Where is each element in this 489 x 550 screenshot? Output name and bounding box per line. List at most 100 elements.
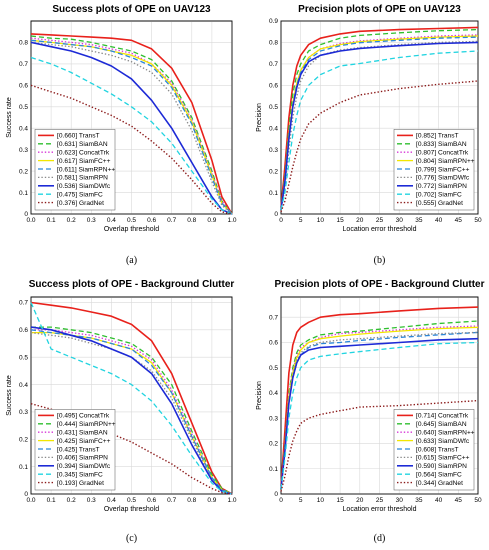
series-line-3 — [30, 37, 233, 215]
y-tick-label: 0.7 — [269, 314, 278, 321]
x-tick-label: 45 — [455, 497, 463, 504]
y-tick-label: 0.3 — [269, 415, 278, 422]
x-tick-label: 40 — [435, 497, 443, 504]
x-tick-label: 35 — [415, 497, 423, 504]
y-tick-label: 0.7 — [269, 61, 278, 68]
series-line-7 — [30, 41, 233, 215]
series-line-1 — [280, 26, 479, 208]
legend: [0.714] ConcatTrk[0.645] SiamBAN [0.640] … — [393, 409, 475, 491]
x-tick-label: 50 — [474, 217, 482, 224]
legend-label-5: [0.608] TransT — [416, 446, 459, 453]
x-tick-label: 0.0 — [26, 217, 35, 224]
y-tick-label: 0.4 — [19, 125, 28, 132]
y-tick-label: 0.5 — [19, 104, 28, 111]
legend-label-9: [0.555] GradNet — [416, 200, 463, 207]
legend-label-1: [0.714] ConcatTrk — [416, 413, 469, 420]
series-line-6 — [280, 40, 479, 210]
legend-label-8: [0.564] SiamFC — [416, 472, 462, 479]
chart-panel-1: 0.0 0.1 0.2 0.3 0.4 0.5 0.6 0.7 0.8 0.9 1.0 0 0.1 0.2… — [6, 4, 237, 266]
series-line-1 — [280, 306, 479, 487]
y-tick-label: 0.1 — [269, 190, 278, 197]
legend-label-3: [0.640] SiamRPN++ — [416, 430, 475, 437]
x-tick-label: 0.5 — [127, 217, 136, 224]
legend-label-9: [0.193] GradNet — [57, 480, 104, 487]
legend: [0.852] TransT[0.833] SiamBAN [0.807] Con… — [393, 129, 475, 211]
chart-title: Precision plots of OPE - Background Clut… — [274, 279, 484, 290]
legend-label-9: [0.376] GradNet — [57, 200, 104, 207]
x-tick-label: 0.4 — [107, 217, 116, 224]
legend-label-2: [0.444] SiamRPN++ — [57, 421, 116, 428]
x-tick-label: 10 — [317, 217, 325, 224]
panel-caption: (a) — [126, 255, 137, 266]
x-tick-label: 30 — [396, 217, 404, 224]
y-tick-label: 0.5 — [269, 365, 278, 372]
x-tick-label: 20 — [356, 217, 364, 224]
x-axis-label: Overlap threshold — [104, 506, 159, 513]
y-tick-label: 0.4 — [19, 382, 28, 389]
legend-label-5: [0.425] TransT — [57, 446, 100, 453]
series-line-2 — [31, 326, 233, 495]
series-line-6 — [30, 41, 233, 215]
y-tick-label: 0.3 — [19, 409, 28, 416]
series-line-7 — [280, 41, 479, 210]
legend-label-3: [0.623] ConcatTrk — [57, 150, 110, 157]
chart-title: Success plots of OPE on UAV123 — [52, 4, 211, 15]
series-line-8 — [30, 302, 233, 495]
x-tick-label: 15 — [336, 497, 344, 504]
series-line-9 — [30, 403, 233, 495]
y-tick-label: 0.5 — [19, 354, 28, 361]
x-tick-label: 0.7 — [167, 497, 176, 504]
x-tick-label: 0.0 — [26, 497, 35, 504]
legend-label-8: [0.702] SiamFC — [416, 192, 462, 199]
x-tick-label: 0.2 — [67, 497, 76, 504]
chart-panel-3: 0.0 0.1 0.2 0.3 0.4 0.5 0.6 0.7 0.8 0.9 1.0 0 0.1 0.2… — [6, 279, 237, 544]
x-tick-label: 0.8 — [187, 497, 196, 504]
y-tick-label: 0.7 — [19, 300, 28, 307]
series-line-1 — [30, 301, 233, 495]
legend: [0.495] ConcatTrk[0.444] SiamRPN++ [0.431… — [34, 409, 116, 491]
x-tick-label: 0.1 — [47, 497, 56, 504]
x-axis-label: Location error threshold — [343, 226, 417, 233]
y-tick-label: 0.2 — [269, 168, 278, 175]
legend-label-7: [0.772] SiamRPN — [416, 183, 467, 190]
y-tick-label: 0.6 — [19, 327, 28, 334]
x-tick-label: 20 — [356, 497, 364, 504]
x-tick-label: 5 — [299, 497, 303, 504]
x-tick-label: 0.2 — [67, 217, 76, 224]
legend-label-3: [0.807] ConcatTrk — [416, 150, 469, 157]
x-tick-label: 0.8 — [187, 217, 196, 224]
legend-label-3: [0.431] SiamBAN — [57, 430, 108, 437]
x-tick-label: 15 — [336, 217, 344, 224]
x-tick-label: 0.4 — [107, 497, 116, 504]
y-tick-label: 0.2 — [269, 441, 278, 448]
series-line-5 — [30, 39, 233, 215]
legend-label-8: [0.475] SiamFC — [57, 192, 103, 199]
series-line-8 — [280, 341, 479, 489]
x-tick-label: 0.5 — [127, 497, 136, 504]
y-axis-label: Success rate — [6, 375, 13, 416]
legend: [0.660] TransT[0.631] SiamBAN [0.623] Con… — [34, 129, 115, 211]
x-tick-label: 0.3 — [87, 217, 96, 224]
legend-label-4: [0.804] SiamRPN++ — [416, 158, 475, 165]
y-axis-label: Success rate — [6, 97, 13, 138]
series-line-8 — [280, 50, 479, 210]
x-tick-label: 0.3 — [87, 497, 96, 504]
x-tick-label: 1.0 — [227, 497, 236, 504]
series-line-2 — [30, 35, 233, 215]
x-tick-label: 25 — [376, 497, 384, 504]
y-tick-label: 0.8 — [19, 40, 28, 47]
legend-label-6: [0.615] SiamFC++ — [416, 455, 470, 462]
x-tick-label: 0.6 — [147, 497, 156, 504]
x-axis-label: Overlap threshold — [104, 226, 159, 233]
legend-label-2: [0.631] SiamBAN — [57, 141, 108, 148]
legend-label-1: [0.852] TransT — [416, 133, 459, 140]
plot-frame — [280, 20, 479, 215]
series-line-7 — [280, 337, 479, 489]
y-tick-label: 0.3 — [269, 147, 278, 154]
x-tick-label: 0.9 — [207, 217, 216, 224]
y-tick-label: 0.6 — [19, 83, 28, 90]
chart-panel-4: 0 5 10 15 20 25 30 35 40 45 50 0 0.1 0.2 0.3 0.4 0.5 0.6 0… — [256, 279, 485, 544]
series-line-5 — [280, 331, 479, 489]
chart-panel-2: 0 5 10 15 20 25 30 35 40 45 50 0 0.1 0.2 0.3 0.4 0.5 0.6 0… — [256, 4, 482, 266]
x-tick-label: 0.7 — [167, 217, 176, 224]
